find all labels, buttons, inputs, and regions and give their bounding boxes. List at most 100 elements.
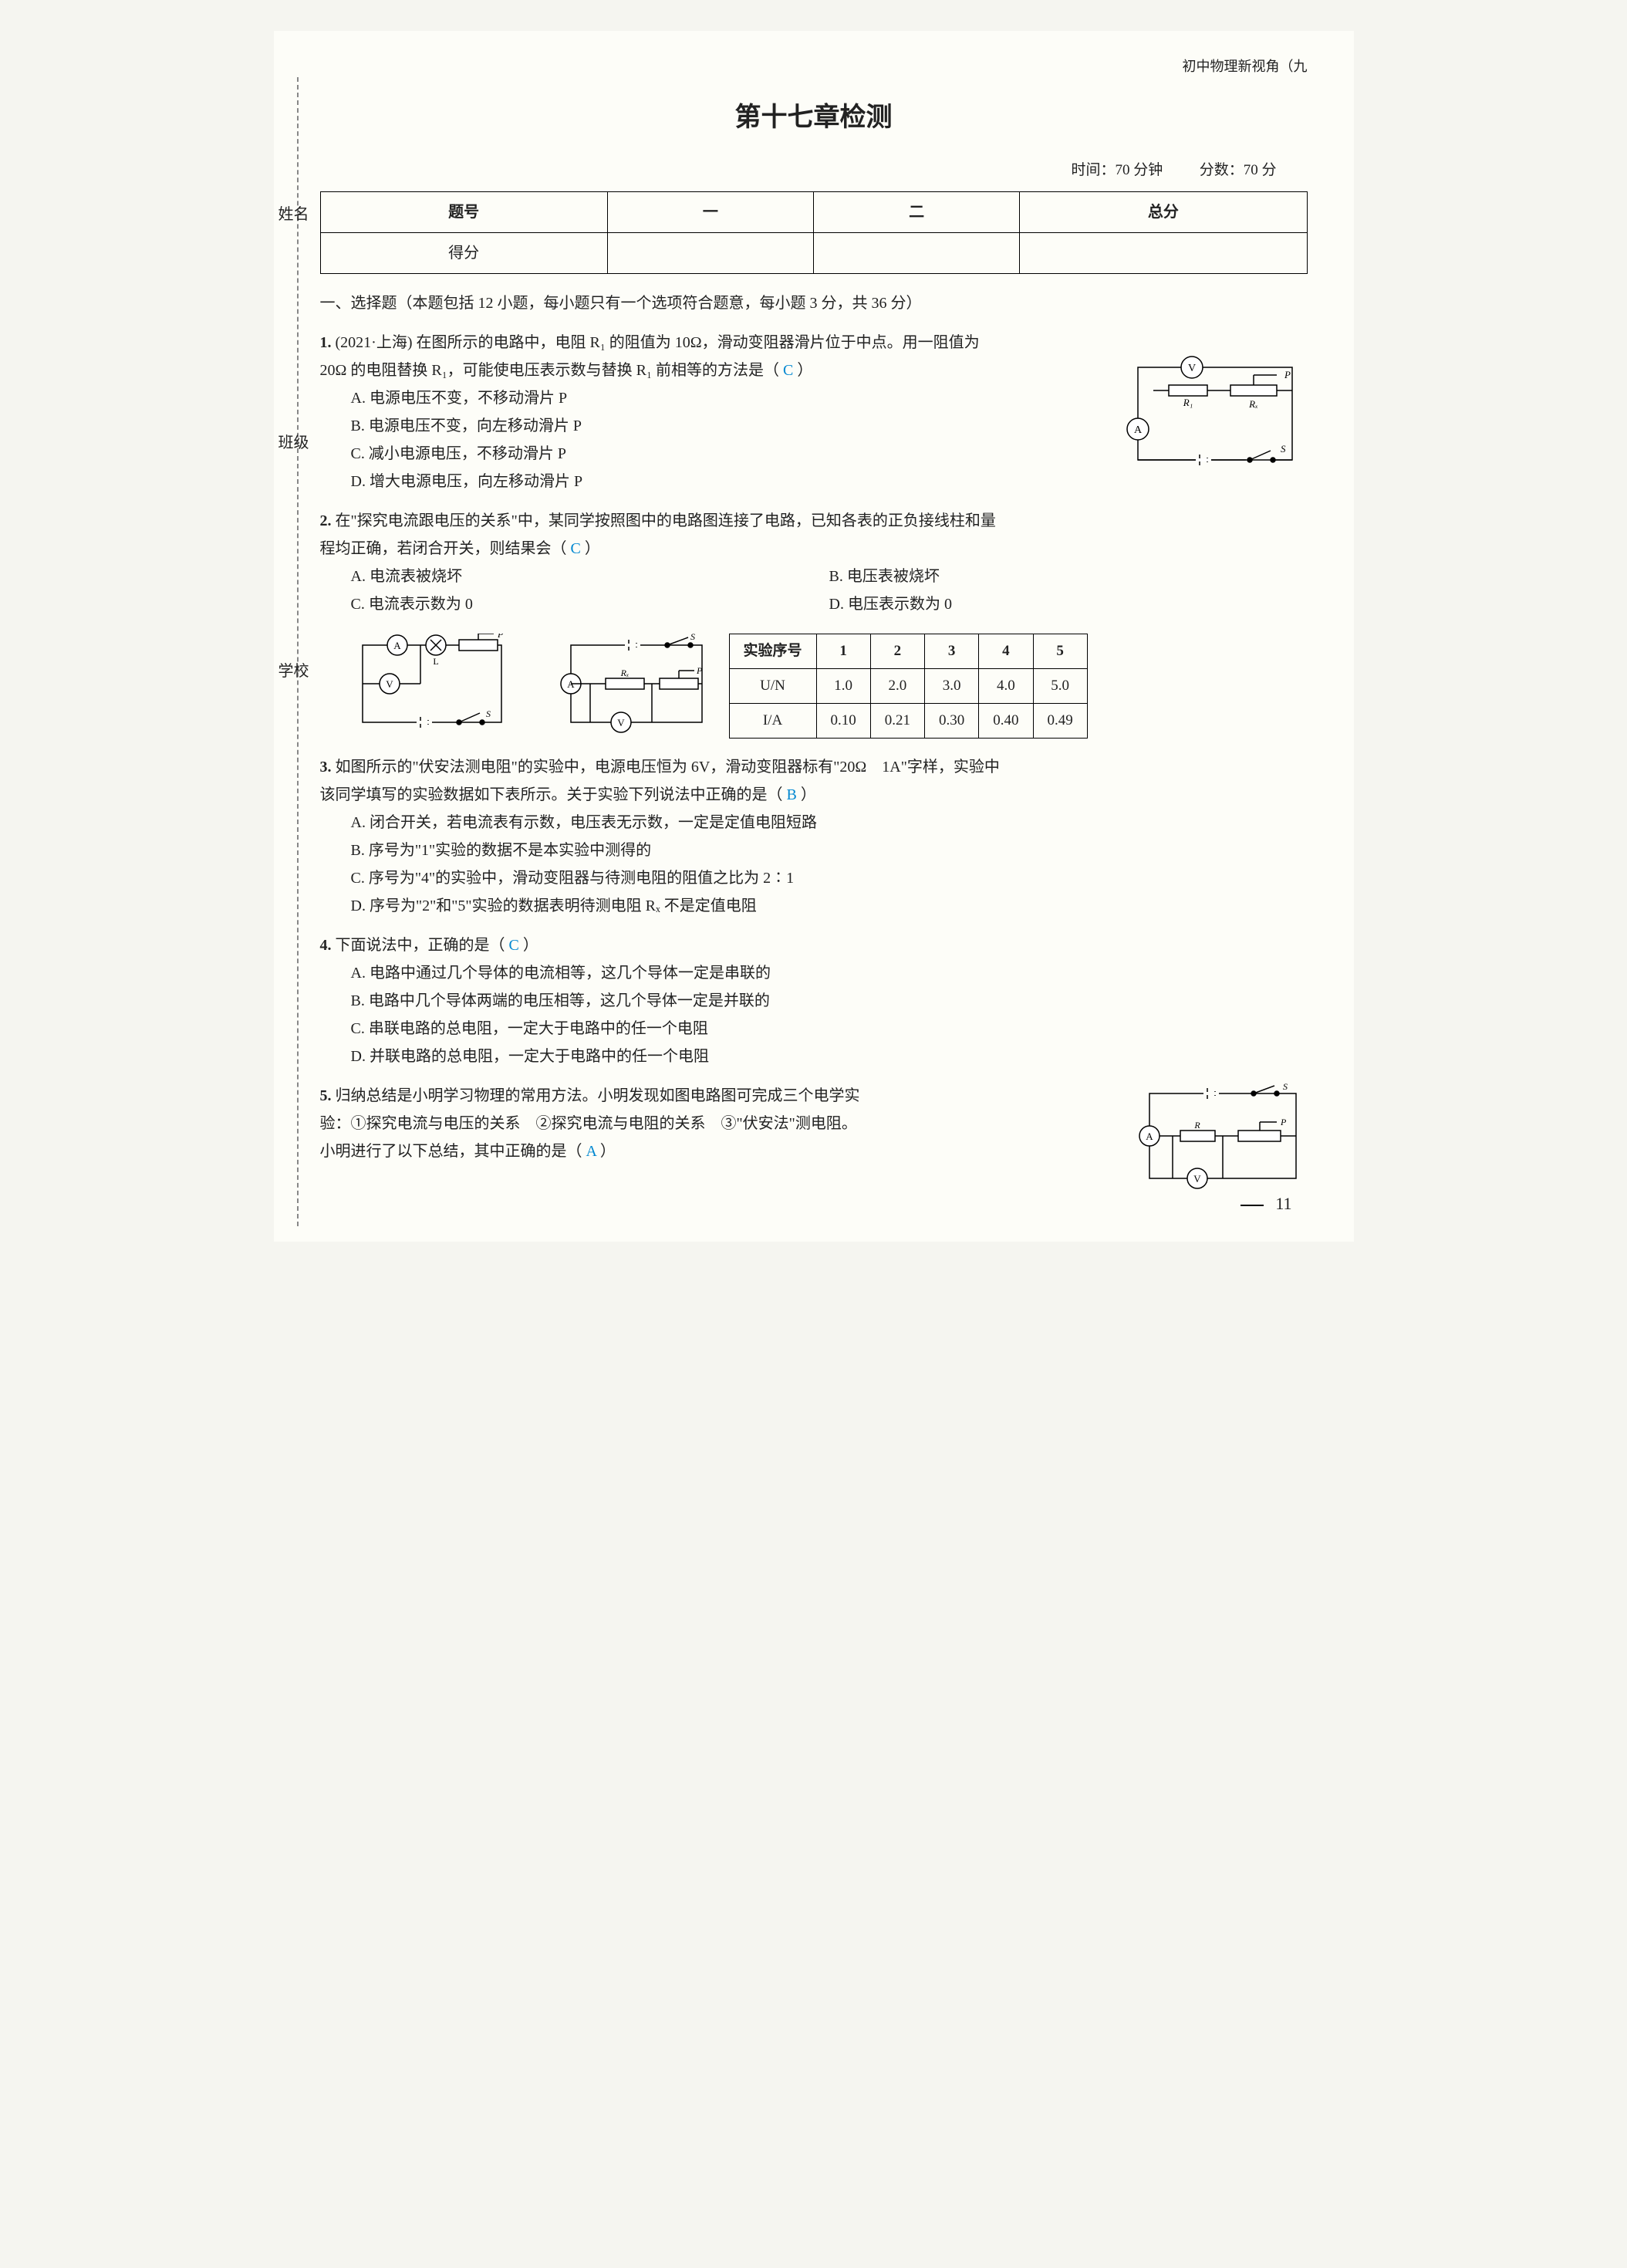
score-header-3: 总分 xyxy=(1020,191,1307,232)
svg-text:P: P xyxy=(1284,369,1291,380)
q3-circuit-diagram: S A Rₓ P V xyxy=(559,634,714,734)
q3-data-table: 实验序号 1 2 3 4 5 U/N 1.0 2.0 3.0 4.0 5.0 I… xyxy=(729,634,1088,739)
table-u-1: 1.0 xyxy=(816,668,870,703)
sidebar-school-label: 学校 xyxy=(278,657,309,685)
score-cell-1[interactable] xyxy=(607,232,813,273)
q4-option-b: B. 电路中几个导体两端的电压相等，这几个导体一定是并联的 xyxy=(351,987,1308,1015)
q2-options: A. 电流表被烧坏 B. 电压表被烧坏 C. 电流表示数为 0 D. 电压表示数… xyxy=(320,563,1308,618)
table-i-2: 0.21 xyxy=(870,704,924,739)
q5-text: 5. 归纳总结是小明学习物理的常用方法。小明发现如图电路图可完成三个电学实 xyxy=(320,1082,1122,1110)
q1-text-c: ） xyxy=(797,362,812,379)
q5-text-d: ） xyxy=(600,1143,616,1160)
q2-circuit-diagram: A L P V xyxy=(351,634,513,734)
svg-text:R₁: R₁ xyxy=(1182,397,1192,408)
q2-answer: C xyxy=(571,540,581,557)
q5-circuit-diagram: S A R P V xyxy=(1138,1082,1308,1190)
table-i-3: 0.30 xyxy=(925,704,979,739)
q1-option-b: B. 电源电压不变，向左移动滑片 P xyxy=(351,412,1107,440)
q3-text-c: ） xyxy=(801,786,816,803)
q4-options: A. 电路中通过几个导体的电流相等，这几个导体一定是串联的 B. 电路中几个导体… xyxy=(320,959,1308,1070)
svg-text:V: V xyxy=(617,717,625,728)
score-cell-2[interactable] xyxy=(813,232,1019,273)
chapter-title: 第十七章检测 xyxy=(320,94,1308,141)
svg-text:P: P xyxy=(696,665,703,676)
q2-option-b: B. 电压表被烧坏 xyxy=(829,563,1308,590)
q3-option-b: B. 序号为"1"实验的数据不是本实验中测得的 xyxy=(351,837,1308,864)
page-num-value: 11 xyxy=(1275,1194,1291,1213)
score-label: 分数：70 分 xyxy=(1200,162,1277,178)
q1-source: (2021·上海) xyxy=(336,334,413,351)
q3-option-d: D. 序号为"2"和"5"实验的数据表明待测电阻 Rₓ 不是定值电阻 xyxy=(351,892,1308,920)
score-header-0: 题号 xyxy=(320,191,607,232)
time-score-info: 时间：70 分钟 分数：70 分 xyxy=(320,157,1308,184)
q1-option-a: A. 电源电压不变，不移动滑片 P xyxy=(351,384,1107,412)
question-4: 4. 下面说法中，正确的是（ C ） A. 电路中通过几个导体的电流相等，这几个… xyxy=(320,931,1308,1070)
sidebar: 姓名 班级 学校 xyxy=(278,170,309,716)
svg-text:V: V xyxy=(1187,363,1195,374)
table-header-3: 3 xyxy=(925,634,979,668)
exam-page: 初中物理新视角（九 姓名 班级 学校 第十七章检测 时间：70 分钟 分数：70… xyxy=(274,31,1354,1242)
q5-num: 5. xyxy=(320,1087,332,1104)
q2-text-c: ） xyxy=(585,540,600,557)
section1-header: 一、选择题（本题包括 12 小题，每小题只有一个选项符合题意，每小题 3 分，共… xyxy=(320,289,1308,317)
q4-option-c: C. 串联电路的总电阻，一定大于电路中的任一个电阻 xyxy=(351,1015,1308,1043)
q3-num: 3. xyxy=(320,759,332,776)
question-1: 1. (2021·上海) 在图所示的电路中，电阻 R₁ 的阻值为 10Ω，滑动变… xyxy=(320,329,1308,495)
q1-option-d: D. 增大电源电压，向左移动滑片 P xyxy=(351,468,1107,495)
page-num-dash xyxy=(1241,1205,1264,1206)
table-u-label: U/N xyxy=(729,668,816,703)
table-header-2: 2 xyxy=(870,634,924,668)
svg-text:P: P xyxy=(1280,1117,1287,1127)
table-header-1: 1 xyxy=(816,634,870,668)
q3-text-a: 如图所示的"伏安法测电阻"的实验中，电源电压恒为 6V，滑动变阻器标有"20Ω … xyxy=(336,759,1000,776)
question-2: 2. 在"探究电流跟电压的关系"中，某同学按照图中的电路图连接了电路，已知各表的… xyxy=(320,507,1308,742)
svg-text:L: L xyxy=(433,656,438,667)
svg-text:V: V xyxy=(1193,1173,1201,1185)
q2-option-a: A. 电流表被烧坏 xyxy=(351,563,829,590)
q4-option-d: D. 并联电路的总电阻，一定大于电路中的任一个电阻 xyxy=(351,1043,1308,1070)
svg-text:S: S xyxy=(486,708,491,719)
svg-text:S: S xyxy=(1283,1082,1288,1092)
question-5: 5. 归纳总结是小明学习物理的常用方法。小明发现如图电路图可完成三个电学实 验：… xyxy=(320,1082,1308,1165)
q1-option-c: C. 减小电源电压，不移动滑片 P xyxy=(351,440,1107,468)
table-header-0: 实验序号 xyxy=(729,634,816,668)
score-row-label: 得分 xyxy=(320,232,607,273)
q4-num: 4. xyxy=(320,937,332,954)
svg-text:A: A xyxy=(393,640,401,651)
score-table-score-row: 得分 xyxy=(320,232,1307,273)
table-row-i: I/A 0.10 0.21 0.30 0.40 0.49 xyxy=(729,704,1087,739)
q1-text-b: 20Ω 的电阻替换 R₁，可能使电压表示数与替换 R₁ 前相等的方法是（ xyxy=(320,362,780,379)
q4-text-a: 下面说法中，正确的是（ xyxy=(336,937,505,954)
sidebar-class-label: 班级 xyxy=(278,429,309,457)
score-header-1: 一 xyxy=(607,191,813,232)
table-i-label: I/A xyxy=(729,704,816,739)
svg-text:S: S xyxy=(690,634,695,642)
q3-text-b: 该同学填写的实验数据如下表所示。关于实验下列说法中正确的是（ xyxy=(320,786,783,803)
table-header-5: 5 xyxy=(1033,634,1087,668)
svg-text:A: A xyxy=(1146,1131,1153,1142)
q5-text-c: 小明进行了以下总结，其中正确的是（ xyxy=(320,1143,582,1160)
q2-option-d: D. 电压表示数为 0 xyxy=(829,590,1308,618)
score-table: 题号 一 二 总分 得分 xyxy=(320,191,1308,274)
q2-num: 2. xyxy=(320,512,332,529)
time-label: 时间：70 分钟 xyxy=(1071,162,1163,178)
score-table-header-row: 题号 一 二 总分 xyxy=(320,191,1307,232)
header-info: 初中物理新视角（九 xyxy=(320,54,1308,79)
table-row-u: U/N 1.0 2.0 3.0 4.0 5.0 xyxy=(729,668,1087,703)
svg-text:A: A xyxy=(1133,424,1142,436)
svg-text:P: P xyxy=(497,634,504,640)
q3-answer: B xyxy=(787,786,797,803)
table-i-5: 0.49 xyxy=(1033,704,1087,739)
q2-text-b: 程均正确，若闭合开关，则结果会（ xyxy=(320,540,567,557)
q1-text-a: 在图所示的电路中，电阻 R₁ 的阻值为 10Ω，滑动变阻器滑片位于中点。用一阻值… xyxy=(416,334,979,351)
table-i-1: 0.10 xyxy=(816,704,870,739)
q2-text-a: 在"探究电流跟电压的关系"中，某同学按照图中的电路图连接了电路，已知各表的正负接… xyxy=(336,512,996,529)
page-number: 11 xyxy=(320,1188,1308,1219)
score-cell-total[interactable] xyxy=(1020,232,1307,273)
q3-text: 3. 如图所示的"伏安法测电阻"的实验中，电源电压恒为 6V，滑动变阻器标有"2… xyxy=(320,753,1308,781)
q1-circuit-diagram: V R₁ P Rₓ A S xyxy=(1122,352,1308,475)
q2-option-c: C. 电流表示数为 0 xyxy=(351,590,829,618)
table-header-4: 4 xyxy=(979,634,1033,668)
svg-text:R: R xyxy=(1193,1120,1200,1131)
q5-text-a: 归纳总结是小明学习物理的常用方法。小明发现如图电路图可完成三个电学实 xyxy=(336,1087,860,1104)
